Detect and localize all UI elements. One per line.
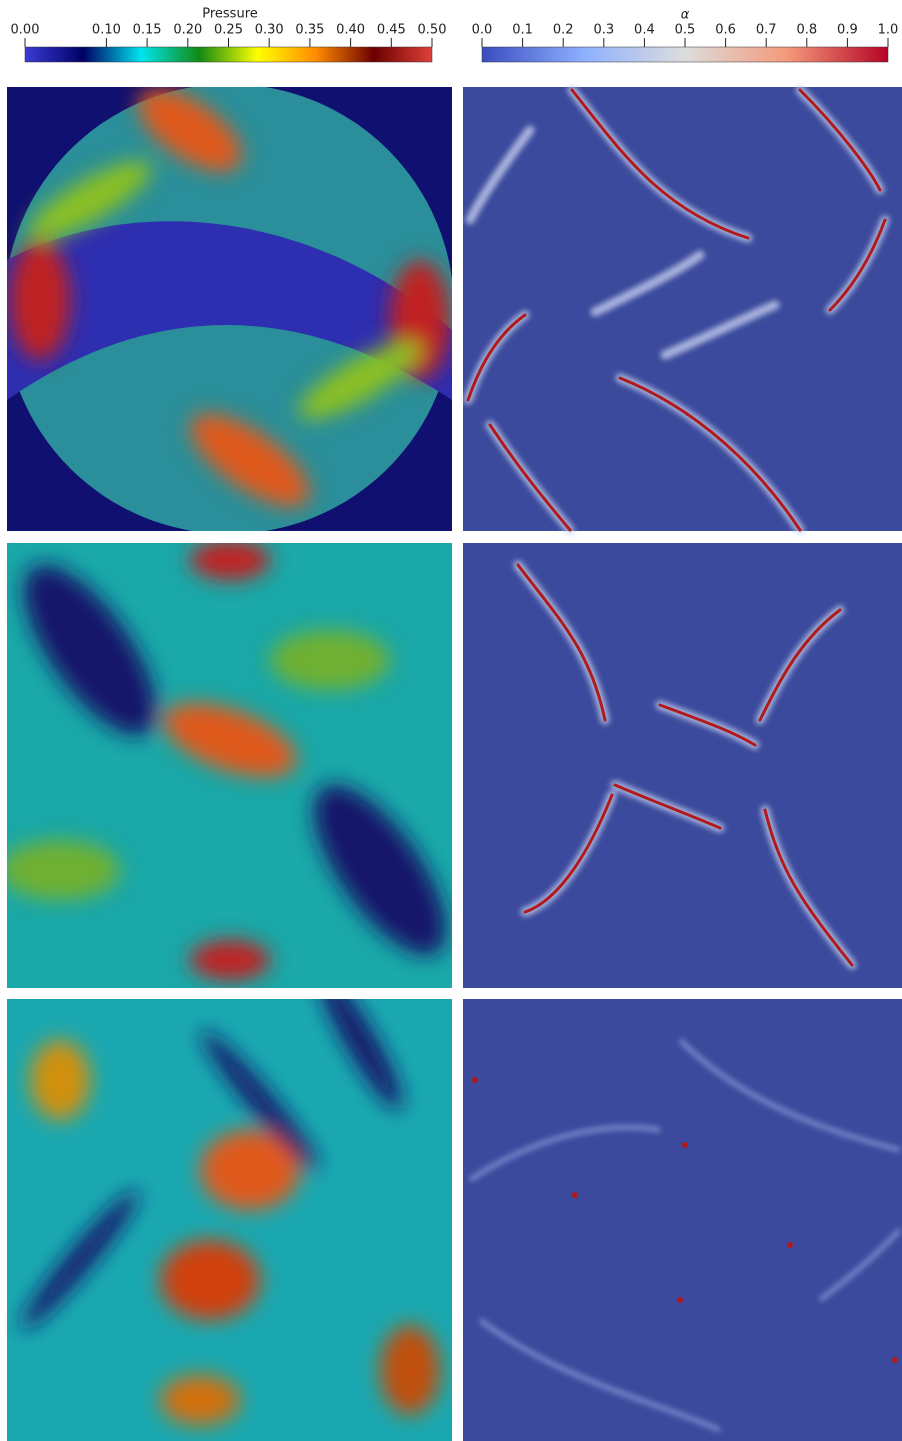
tick-label: 0.9	[837, 23, 858, 38]
tick-label: 0.7	[756, 23, 777, 38]
tick-label: 0.00	[11, 23, 40, 38]
tick-label: 0.4	[634, 23, 655, 38]
pressure-panel	[7, 87, 452, 531]
tick-label: 0.35	[295, 23, 324, 38]
tick-label: 0.2	[553, 23, 574, 38]
colorbar-title: α	[681, 8, 690, 23]
tick-label: 0.50	[418, 23, 447, 38]
colorbar	[481, 46, 889, 63]
tick-label: 0.45	[377, 23, 406, 38]
tick-label: 0.30	[255, 23, 284, 38]
pressure-panel	[7, 543, 452, 988]
tick-label: 0.10	[92, 23, 121, 38]
tick-label: 0.3	[593, 23, 614, 38]
tick-label: 0.0	[472, 23, 493, 38]
tick-label: 0.25	[214, 23, 243, 38]
alpha-panel	[463, 85, 902, 1441]
tick-label: 0.6	[715, 23, 736, 38]
tick-label: 0.8	[796, 23, 817, 38]
tick-label: 0.20	[173, 23, 202, 38]
tick-label: 0.40	[336, 23, 365, 38]
tick-label: 0.1	[512, 23, 533, 38]
pressure-panel	[7, 999, 452, 1441]
tick-label: 0.5	[675, 23, 696, 38]
colorbar	[24, 46, 433, 63]
tick-label: 0.15	[133, 23, 162, 38]
tick-label: 1.0	[878, 23, 899, 38]
colorbar-title: Pressure	[202, 7, 258, 22]
